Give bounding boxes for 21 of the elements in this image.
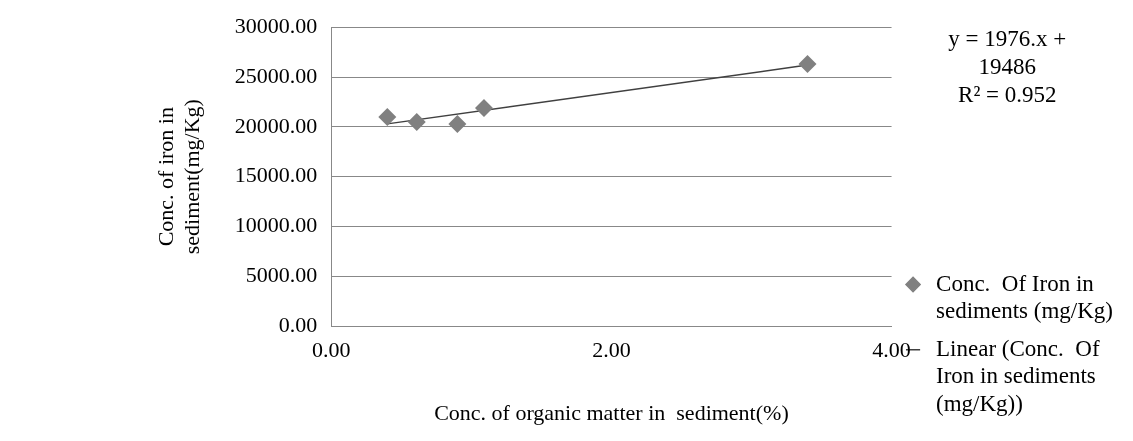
point bbox=[378, 107, 397, 126]
point bbox=[798, 55, 817, 74]
x-tick-label: 0.00 bbox=[312, 337, 351, 363]
point bbox=[448, 114, 467, 133]
y-tick-label: 30000.00 bbox=[234, 12, 318, 38]
y-tick-label: 10000.00 bbox=[234, 212, 318, 238]
y-tick-label: 25000.00 bbox=[234, 62, 318, 88]
y-tick-label: 20000.00 bbox=[234, 112, 318, 138]
y-tick-label: 0.00 bbox=[278, 311, 318, 337]
y-tick-label: 15000.00 bbox=[234, 162, 318, 188]
x-tick-label: 2.00 bbox=[592, 337, 631, 363]
legend-label: Conc. Of Iron in sediments (mg/Kg) bbox=[936, 270, 1114, 324]
legend-label: Linear (Conc. Of Iron in sediments (mg/Kg)) bbox=[936, 335, 1100, 416]
y-axis-title: Conc. of iron in sediment(mg/Kg) bbox=[152, 99, 205, 255]
x-tick-label: 4.00 bbox=[872, 337, 911, 363]
text: R² = 0.952 bbox=[958, 82, 1057, 108]
text: y = 1976.x + 19486 bbox=[948, 26, 1067, 80]
point bbox=[407, 112, 426, 131]
y-tick-label: 5000.00 bbox=[245, 262, 318, 288]
x-axis-title: Conc. of organic matter in sediment(%) bbox=[434, 399, 789, 425]
point bbox=[474, 98, 493, 117]
